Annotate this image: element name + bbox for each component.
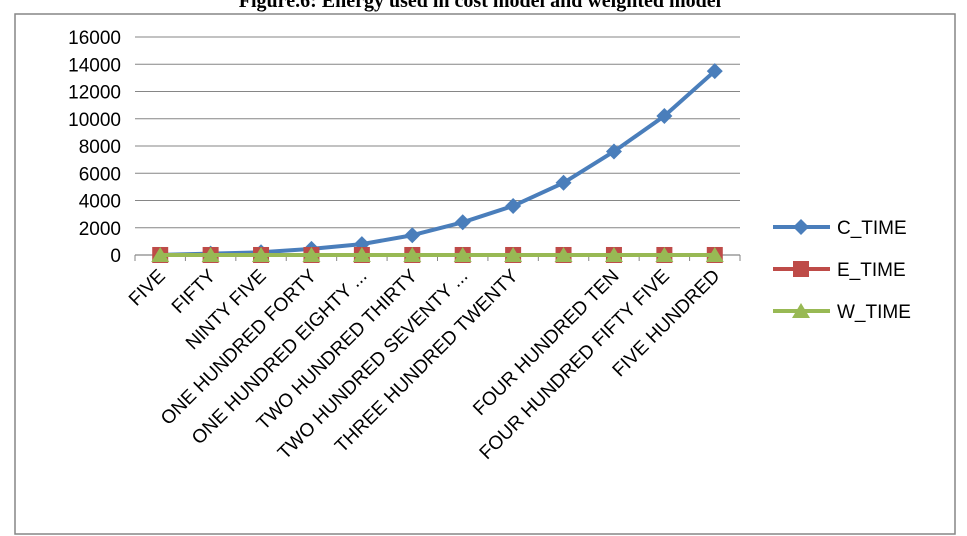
data-point	[554, 246, 573, 262]
legend-marker	[792, 303, 810, 318]
legend-label: E_TIME	[837, 260, 906, 281]
data-point	[706, 63, 723, 80]
y-tick-label: 12000	[68, 83, 121, 104]
data-point	[201, 246, 220, 262]
y-tick-label: 8000	[79, 137, 121, 158]
y-tick-label: 2000	[79, 219, 121, 240]
y-tick-label: 0	[110, 246, 121, 267]
legend-marker	[793, 261, 809, 277]
data-point	[504, 246, 523, 262]
data-point	[555, 174, 572, 191]
legend-entry: W_TIME	[773, 302, 911, 323]
data-point	[454, 214, 471, 231]
data-point	[604, 246, 623, 262]
legend-entry: E_TIME	[773, 260, 906, 281]
y-tick-label: 4000	[79, 192, 121, 213]
series-line	[160, 69, 717, 257]
legend-label: W_TIME	[837, 302, 911, 323]
data-point	[352, 246, 371, 262]
data-point	[302, 246, 321, 262]
y-tick-label: 16000	[68, 28, 121, 49]
legend-label: C_TIME	[837, 218, 907, 239]
legend: C_TIME E_TIME W_TIME	[773, 218, 911, 323]
y-tick-label: 10000	[68, 110, 121, 131]
y-tick-label: 6000	[79, 164, 121, 185]
data-point	[656, 108, 673, 125]
data-point	[403, 246, 422, 262]
legend-marker	[793, 219, 809, 235]
data-point	[605, 143, 622, 160]
data-point	[505, 197, 522, 214]
data-point	[453, 246, 472, 262]
legend-entry: C_TIME	[773, 218, 907, 239]
series-w-time	[151, 246, 724, 262]
data-point	[705, 246, 724, 262]
y-axis: 0 2000 4000 6000 8000 10000 12000 14000 16000	[68, 28, 121, 267]
data-point	[151, 246, 170, 262]
data-point	[404, 227, 421, 244]
data-point	[252, 246, 271, 262]
y-tick-label: 14000	[68, 55, 121, 76]
data-point	[655, 246, 674, 262]
chart-title: Figure.6: Energy used in cost model and …	[239, 0, 722, 12]
gridlines	[135, 36, 740, 229]
series	[151, 63, 724, 263]
